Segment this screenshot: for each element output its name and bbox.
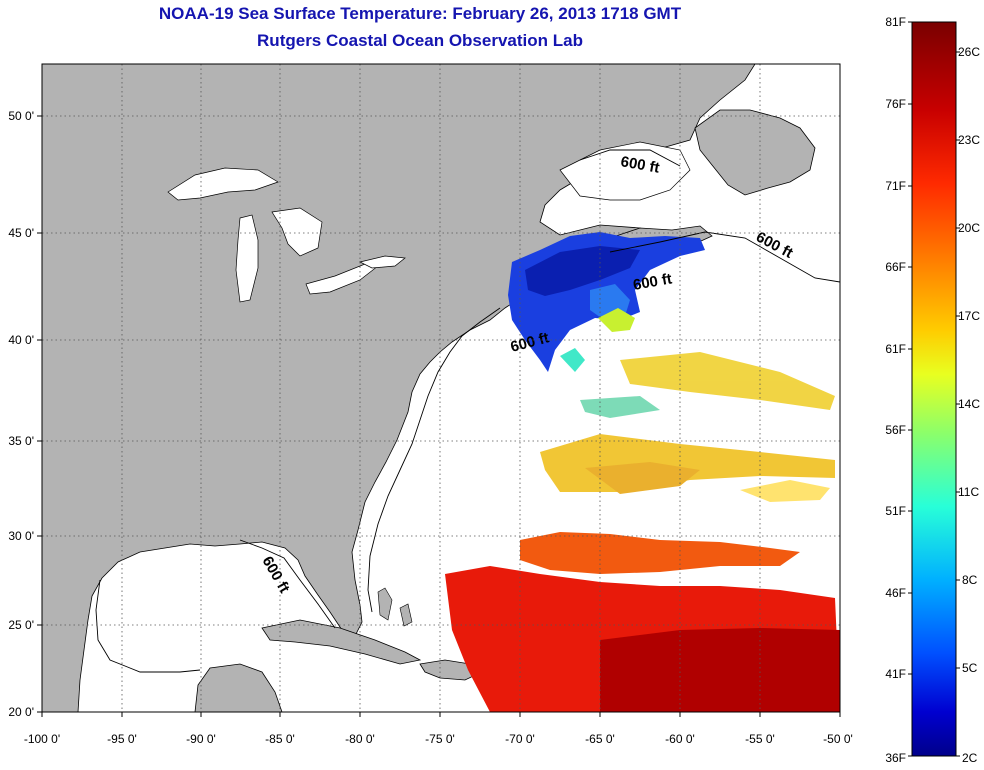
- colorbar-f-label: 36F: [885, 751, 906, 765]
- lon-tick-label: -95 0': [107, 732, 137, 746]
- lon-tick-label: -80 0': [345, 732, 375, 746]
- map-title: NOAA-19 Sea Surface Temperature: Februar…: [158, 4, 682, 23]
- colorbar: [911, 21, 957, 757]
- colorbar-c-label: 14C: [958, 397, 980, 411]
- lat-tick-label: 40 0': [8, 333, 34, 347]
- bahamas-land: [377, 587, 413, 627]
- colorbar-f-label: 41F: [885, 667, 906, 681]
- sst-deep-cold: [525, 246, 640, 296]
- lon-tick-label: -85 0': [265, 732, 295, 746]
- colorbar-c-label: 23C: [958, 133, 980, 147]
- lon-tick-label: -70 0': [505, 732, 535, 746]
- colorbar-f-label: 81F: [885, 15, 906, 29]
- lat-tick-label: 30 0': [8, 529, 34, 543]
- sst-green-patch: [598, 308, 635, 332]
- contour-label: 600 ft: [619, 153, 661, 177]
- lake-superior: [167, 167, 279, 201]
- cuba-land: [261, 619, 422, 665]
- colorbar-c-label: 8C: [962, 573, 978, 587]
- lon-tick-label: -65 0': [585, 732, 615, 746]
- latitude-labels: 20 0' 25 0' 30 0' 35 0' 40 0' 45 0' 50 0…: [8, 109, 34, 719]
- newfoundland-land: [694, 109, 816, 196]
- lat-tick-label: 50 0': [8, 109, 34, 123]
- colorbar-c-labels: 26C 23C 20C 17C 14C 11C 8C 5C 2C: [958, 45, 980, 765]
- lat-tick-label: 45 0': [8, 226, 34, 240]
- lake-ontario: [358, 255, 406, 269]
- sst-cyan-patch: [560, 348, 585, 372]
- lat-tick-label: 35 0': [8, 434, 34, 448]
- colorbar-c-label: 2C: [962, 751, 978, 765]
- lon-tick-label: -60 0': [665, 732, 695, 746]
- lake-michigan: [235, 214, 259, 303]
- colorbar-f-label: 46F: [885, 586, 906, 600]
- colorbar-c-label: 17C: [958, 309, 980, 323]
- colorbar-f-label: 71F: [885, 179, 906, 193]
- colorbar-f-label: 56F: [885, 423, 906, 437]
- contour-label: 600 ft: [632, 270, 674, 294]
- colorbar-f-label: 51F: [885, 504, 906, 518]
- colorbar-f-labels: 81F 76F 71F 66F 61F 56F 51F 46F 41F 36F: [885, 15, 906, 765]
- lat-tick-label: 20 0': [8, 705, 34, 719]
- lon-tick-label: -90 0': [186, 732, 216, 746]
- map-subtitle: Rutgers Coastal Ocean Observation Lab: [257, 31, 583, 50]
- tick-marks: [37, 115, 841, 717]
- longitude-labels: -100 0' -95 0' -90 0' -85 0' -80 0' -75 …: [24, 732, 853, 746]
- colorbar-c-ticks: [956, 51, 960, 757]
- lon-tick-label: -55 0': [745, 732, 775, 746]
- colorbar-c-label: 20C: [958, 221, 980, 235]
- colorbar-c-label: 5C: [962, 661, 978, 675]
- contour-lines: [95, 149, 840, 673]
- lake-huron: [271, 207, 323, 257]
- sst-dark-red-region: [600, 628, 840, 712]
- lat-tick-label: 25 0': [8, 618, 34, 632]
- yucatan-land: [194, 663, 283, 712]
- gulf-of-st-lawrence: [559, 141, 691, 201]
- lon-tick-label: -100 0': [24, 732, 60, 746]
- colorbar-f-label: 66F: [885, 260, 906, 274]
- colorbar-f-ticks: [908, 21, 912, 757]
- graticule: [42, 64, 840, 712]
- sst-orange-band: [520, 532, 800, 574]
- lon-tick-label: -75 0': [425, 732, 455, 746]
- north-america-land: [42, 64, 756, 712]
- colorbar-f-label: 76F: [885, 97, 906, 111]
- colorbar-f-label: 61F: [885, 342, 906, 356]
- colorbar-c-label: 11C: [958, 485, 979, 499]
- colorbar-c-label: 26C: [958, 45, 980, 59]
- lon-tick-label: -50 0': [823, 732, 853, 746]
- sst-midlat-patches: [540, 352, 835, 502]
